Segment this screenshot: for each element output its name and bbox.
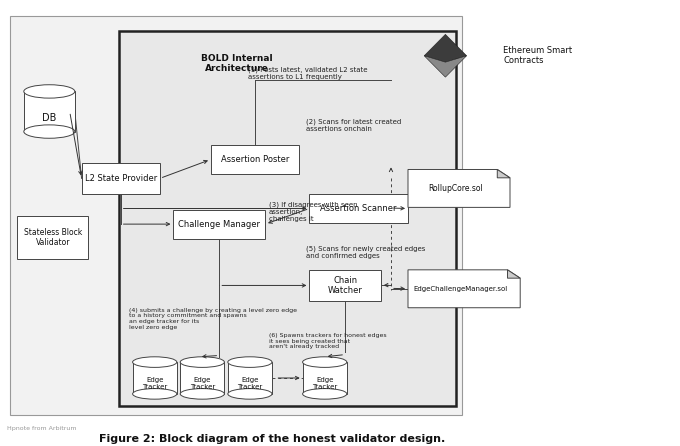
Text: DB: DB (42, 113, 56, 123)
Bar (228, 362, 272, 394)
Text: Stateless Block
Validator: Stateless Block Validator (24, 228, 82, 247)
Bar (10, 16, 462, 415)
Ellipse shape (180, 357, 224, 368)
Text: Ethereum Smart
Contracts: Ethereum Smart Contracts (503, 46, 573, 66)
Ellipse shape (24, 125, 75, 138)
Text: Assertion Scanner: Assertion Scanner (320, 204, 397, 213)
Text: Assertion Poster: Assertion Poster (221, 155, 289, 164)
Text: Edge
Tracker: Edge Tracker (142, 376, 167, 389)
Bar (24, 91, 75, 132)
Text: Figure 2: Block diagram of the honest validator design.: Figure 2: Block diagram of the honest va… (99, 434, 445, 444)
Text: (4) submits a challenge by creating a level zero edge
to a history commitment an: (4) submits a challenge by creating a le… (129, 308, 297, 330)
Polygon shape (497, 169, 510, 178)
Bar (119, 31, 456, 406)
Polygon shape (408, 169, 510, 207)
Ellipse shape (180, 388, 224, 399)
Bar (173, 210, 265, 239)
Text: (6) Spawns trackers for honest edges
it sees being created that
aren't already t: (6) Spawns trackers for honest edges it … (269, 333, 386, 350)
Ellipse shape (228, 388, 272, 399)
Polygon shape (507, 270, 520, 278)
Polygon shape (424, 56, 466, 77)
Ellipse shape (133, 357, 177, 368)
Polygon shape (408, 270, 520, 308)
Ellipse shape (133, 388, 177, 399)
Text: L2 State Provider: L2 State Provider (84, 174, 157, 183)
Text: Hpnote from Arbitrum: Hpnote from Arbitrum (7, 425, 76, 431)
Text: Edge
Tracker: Edge Tracker (312, 376, 337, 389)
Text: Challenge Manager: Challenge Manager (178, 219, 260, 229)
Text: Edge
Tracker: Edge Tracker (237, 376, 262, 389)
Bar (17, 216, 88, 259)
Ellipse shape (303, 388, 347, 399)
Text: EdgeChallengeManager.sol: EdgeChallengeManager.sol (414, 286, 508, 292)
Bar (180, 362, 224, 394)
Text: BOLD Internal
Architecture: BOLD Internal Architecture (201, 54, 273, 73)
Bar (211, 145, 299, 174)
Ellipse shape (228, 357, 272, 368)
Bar (309, 270, 381, 301)
Bar (303, 362, 347, 394)
Text: (5) Scans for newly created edges
and confirmed edges: (5) Scans for newly created edges and co… (306, 245, 426, 259)
Text: RollupCore.sol: RollupCore.sol (428, 184, 483, 193)
Text: (2) Scans for latest created
assertions onchain: (2) Scans for latest created assertions … (306, 118, 401, 132)
Ellipse shape (303, 357, 347, 368)
Polygon shape (424, 34, 466, 62)
Ellipse shape (24, 85, 75, 98)
Text: Edge
Tracker: Edge Tracker (190, 376, 215, 389)
Text: (1) Posts latest, validated L2 state
assertions to L1 frequently: (1) Posts latest, validated L2 state ass… (248, 67, 368, 80)
Text: (3) If disagrees with seen
assertion,
challenges it: (3) If disagrees with seen assertion, ch… (269, 202, 357, 222)
Bar (133, 362, 177, 394)
Bar (309, 194, 408, 223)
Text: Chain
Watcher: Chain Watcher (328, 276, 362, 295)
Bar (82, 163, 160, 194)
